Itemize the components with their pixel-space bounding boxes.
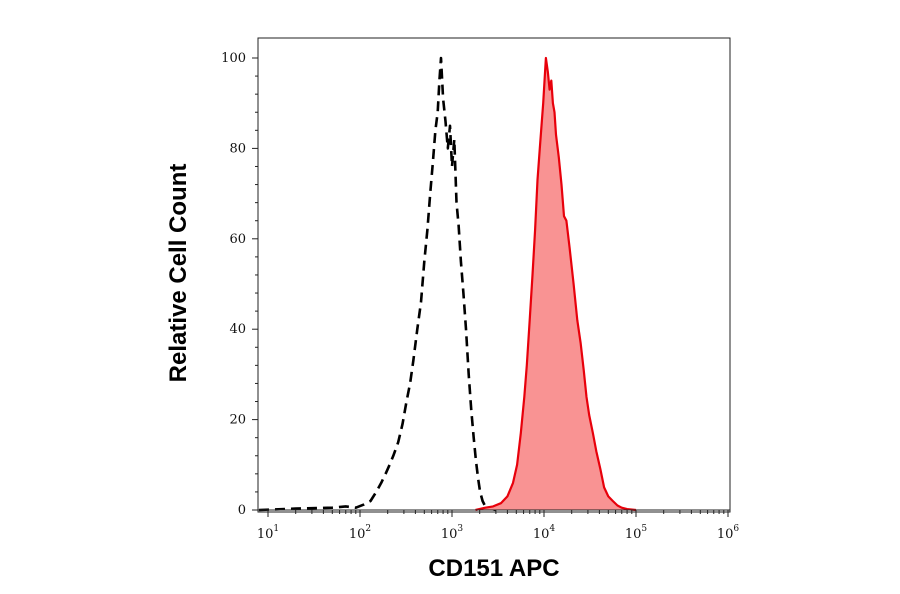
y-tick-label: 80 [229, 141, 246, 156]
y-tick-label: 40 [229, 322, 246, 337]
y-axis: 0 20 40 60 80 100 [221, 51, 258, 518]
x-tick-label: 105 [625, 524, 648, 542]
y-axis-title: Relative Cell Count [165, 164, 192, 383]
x-tick-label: 101 [257, 524, 279, 542]
y-tick-label: 100 [221, 51, 246, 66]
series-fill-1 [475, 58, 636, 510]
y-tick-label: 60 [229, 232, 246, 247]
x-axis-title: CD151 APC [428, 555, 559, 582]
x-tick-label: 103 [441, 524, 464, 542]
x-tick-label: 102 [349, 524, 371, 542]
plot-frame [257, 37, 731, 513]
x-axis: 101 102 103 104 105 106 [257, 509, 740, 542]
series-layer [258, 56, 637, 512]
x-tick-label: 104 [533, 524, 556, 542]
x-tick-label: 106 [717, 524, 740, 542]
y-tick-label: 0 [238, 503, 246, 518]
series-line-0 [258, 56, 497, 512]
series-line-1 [475, 56, 637, 512]
y-tick-label: 20 [229, 413, 246, 428]
